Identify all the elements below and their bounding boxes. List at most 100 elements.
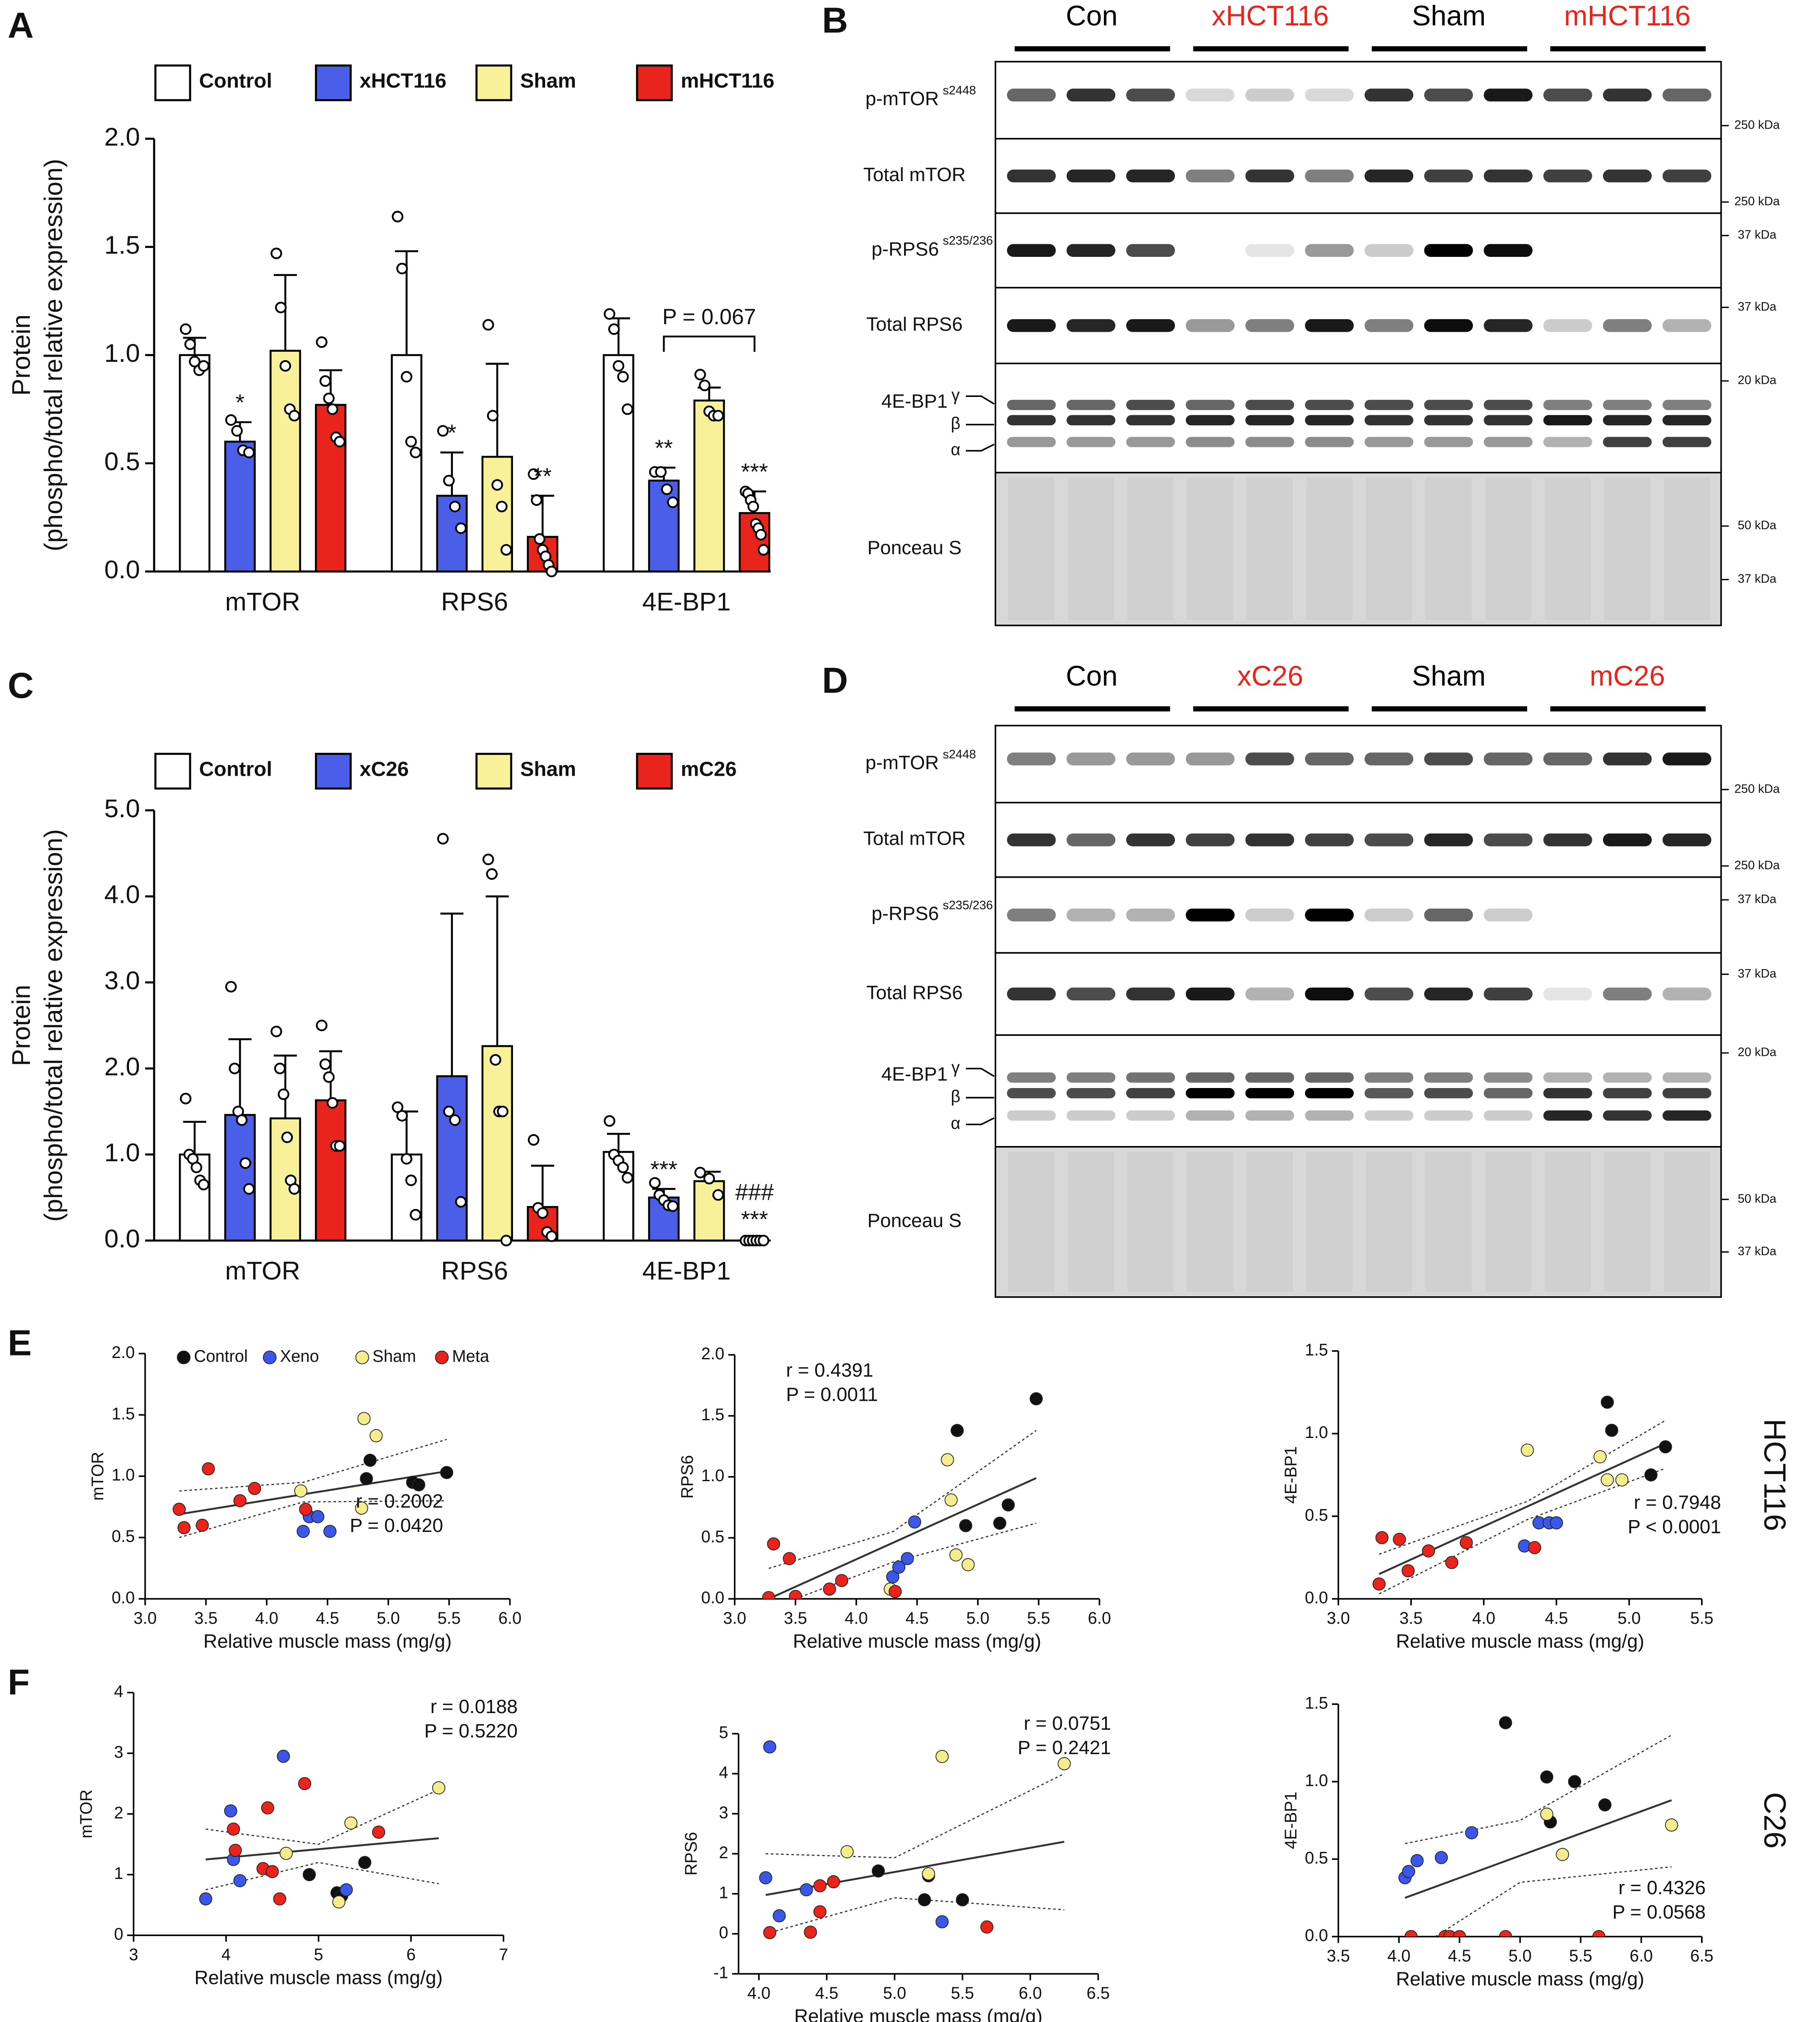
band: [1066, 908, 1116, 922]
y-tick-label: 4.0: [104, 880, 140, 909]
data-point: [944, 1493, 958, 1507]
x-axis-label: Relative muscle mass (mg/g): [1396, 1968, 1644, 1989]
data-point: [437, 425, 449, 437]
data-point: [1550, 1516, 1563, 1529]
x-tick-label: 4: [221, 1945, 231, 1964]
y-tick-label: 0.5: [112, 1527, 135, 1546]
band: [1186, 169, 1235, 182]
legend-marker: [435, 1350, 449, 1364]
band: [1603, 1088, 1652, 1099]
data-point: [763, 1740, 777, 1754]
band: [1305, 1072, 1354, 1083]
band: [1007, 399, 1056, 410]
x-tick-label: 5.0: [966, 1609, 990, 1628]
data-point: [487, 410, 499, 421]
legend-label: mC26: [681, 758, 736, 781]
data-point: [1372, 1577, 1386, 1591]
data-point: [621, 403, 634, 415]
band: [1543, 319, 1592, 332]
data-point: [437, 833, 449, 845]
data-point: [432, 1781, 446, 1795]
data-point: [1057, 1757, 1071, 1771]
legend-label: Sham: [520, 69, 576, 92]
confidence-band: [795, 1523, 1037, 1599]
data-point: [224, 1804, 237, 1818]
x-tick-label: mTOR: [225, 587, 301, 616]
band: [1484, 987, 1533, 1000]
y-axis-label: mTOR: [88, 1452, 107, 1501]
data-point: [201, 1462, 215, 1476]
data-point: [1001, 1498, 1015, 1512]
band: [1066, 752, 1116, 766]
bracket: [663, 335, 756, 352]
bar: [269, 350, 301, 573]
band: [1245, 752, 1294, 766]
row-label: Total mTOR: [863, 164, 966, 185]
data-point: [703, 1173, 715, 1185]
band: [1484, 908, 1533, 922]
lane-stain: [1544, 477, 1591, 620]
size-marker: 50 kDa: [1738, 519, 1777, 532]
data-point: [800, 1883, 813, 1897]
size-marker: 20 kDa: [1738, 374, 1777, 387]
band: [1662, 88, 1712, 102]
statistic: P = 0.5220: [424, 1720, 518, 1742]
lane-stain: [1246, 1152, 1293, 1292]
data-point: [712, 1189, 724, 1201]
data-point: [604, 308, 615, 320]
band: [1066, 833, 1116, 846]
x-tick-label: 5.0: [377, 1609, 400, 1628]
band: [1007, 1072, 1056, 1083]
data-point: [296, 1525, 310, 1538]
y-tick-label: 5: [719, 1723, 728, 1742]
band: [1484, 833, 1533, 846]
data-point: [908, 1515, 921, 1529]
x-tick-label: 4.0: [1472, 1609, 1495, 1628]
data-point: [531, 494, 543, 506]
band: [1543, 752, 1592, 766]
band: [1007, 244, 1056, 257]
data-point: [528, 468, 540, 480]
band: [1364, 1110, 1414, 1121]
band: [1543, 169, 1592, 182]
bar: [179, 354, 211, 573]
band: [1543, 415, 1592, 426]
data-point: [827, 1875, 840, 1889]
data-point: [370, 1429, 383, 1443]
band: [1484, 244, 1533, 257]
band: [1603, 319, 1652, 332]
data-point: [323, 1525, 337, 1538]
data-point: [396, 1110, 408, 1122]
data-point: [265, 1865, 279, 1879]
data-point: [888, 1585, 902, 1598]
data-point: [190, 1161, 202, 1174]
row-label-superscript: s235/236: [943, 899, 993, 912]
band: [1126, 437, 1175, 447]
y-axis-label: (phospho/total relative expression): [39, 829, 68, 1222]
legend-marker: [176, 1350, 191, 1364]
data-point: [392, 1101, 404, 1113]
data-point: [288, 1183, 301, 1195]
data-point: [332, 1895, 346, 1909]
x-tick-label: 5: [314, 1945, 323, 1964]
x-tick-label: 6.0: [1019, 1984, 1042, 2003]
data-point: [184, 338, 196, 350]
regression-line: [1404, 1799, 1672, 1899]
band: [1305, 1088, 1354, 1099]
blot-strip: [994, 802, 1722, 878]
y-tick-label: 3: [719, 1803, 728, 1822]
data-point: [233, 1494, 247, 1507]
x-axis-label: Relative muscle mass (mg/g): [194, 1967, 443, 1988]
data-point: [1029, 1392, 1043, 1405]
legend-label: Xeno: [280, 1347, 319, 1366]
significance: *: [447, 420, 456, 446]
confidence-band: [1405, 1734, 1672, 1844]
band: [1126, 1110, 1175, 1121]
statistic: P < 0.0001: [1628, 1516, 1721, 1537]
x-tick-label: 4.0: [1387, 1947, 1411, 1965]
band: [1603, 88, 1652, 102]
data-point: [491, 479, 503, 491]
data-point: [1499, 1930, 1512, 1937]
y-axis-label: Protein: [7, 985, 36, 1066]
y-tick-label: 1.0: [104, 1138, 140, 1167]
